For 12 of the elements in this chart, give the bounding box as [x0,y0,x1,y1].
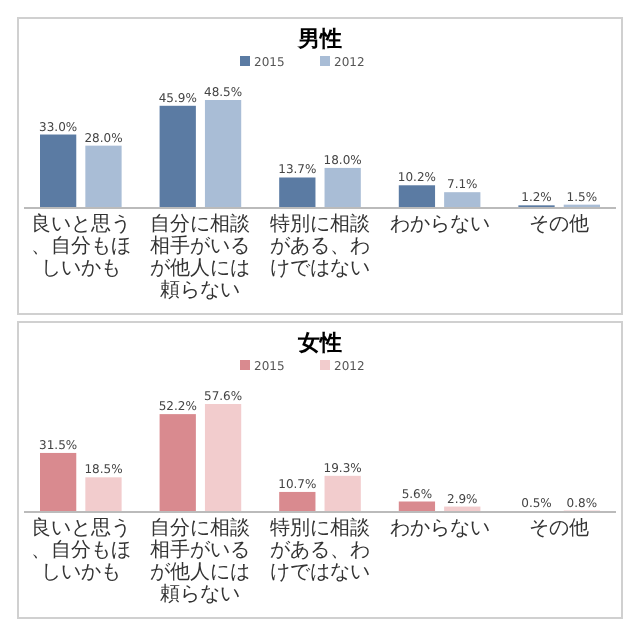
x-tick-label: 良いと思う、自分もほしいかも [30,516,131,584]
x-tick-label: 自分に相談相手がいるが他人には頼らない [150,212,251,302]
chart-title: 男性 [296,26,342,52]
chart-title: 女性 [296,330,342,356]
x-tick-label: 自分に相談相手がいるが他人には頼らない [150,516,251,606]
x-tick-label: その他 [529,516,590,540]
x-tick-label: わからない [389,518,490,540]
x-tick-label: 良いと思う、自分もほしいかも [30,212,131,280]
x-tick-label: わからない [389,214,490,236]
x-tick-label: 特別に相談がある、わけではない [270,516,370,584]
x-tick-label: その他 [529,212,590,236]
x-tick-label: 特別に相談がある、わけではない [270,212,370,280]
